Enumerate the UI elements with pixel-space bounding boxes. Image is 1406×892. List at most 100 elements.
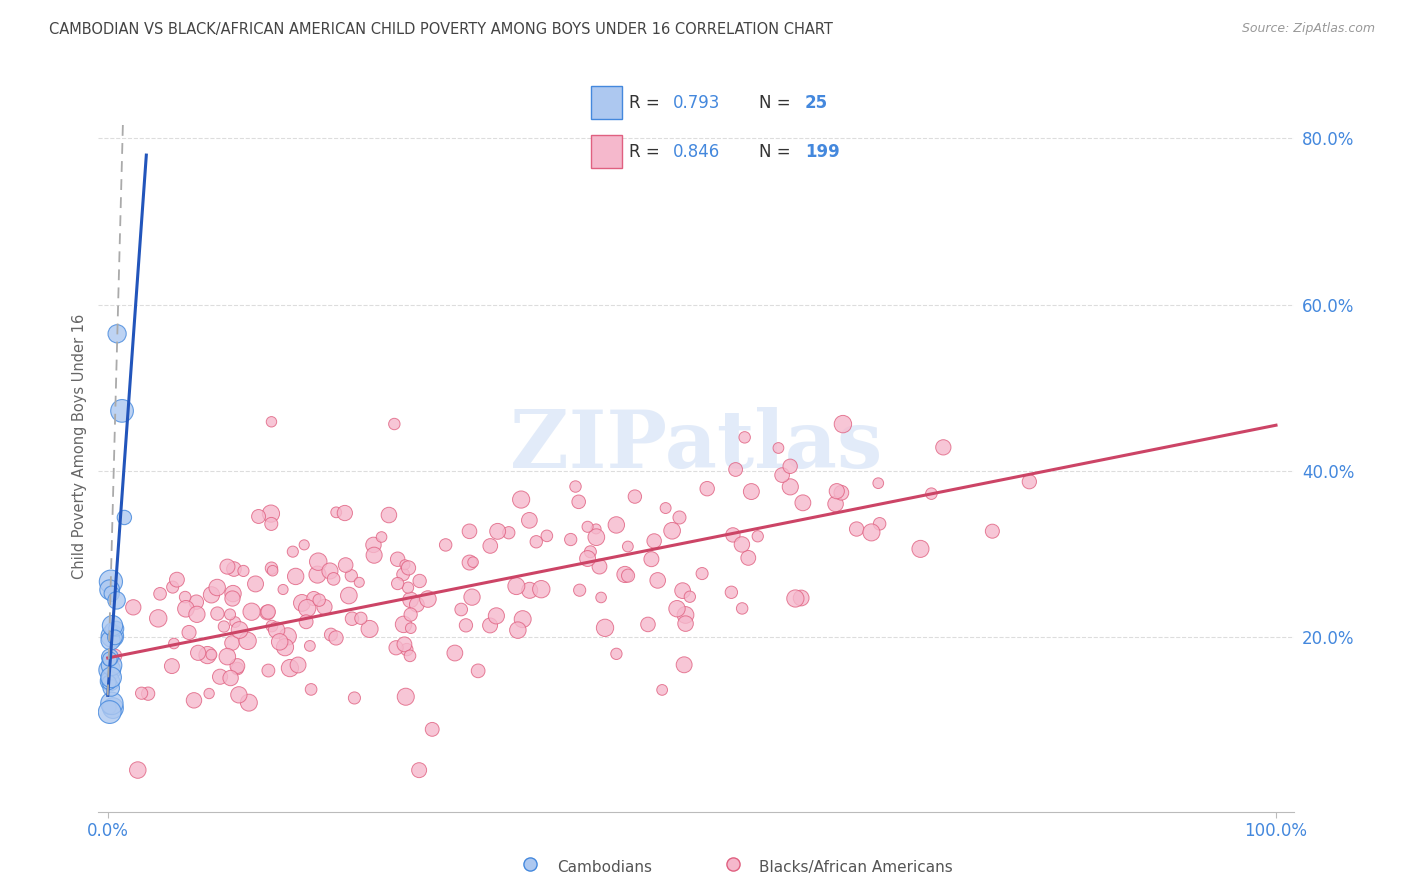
Point [416,592,439,607]
Point [325,631,347,645]
Point [98,652,121,666]
Point [387,552,409,566]
Point [661,524,683,538]
Point [98,675,121,690]
Point [454,618,477,632]
Text: 0.793: 0.793 [673,94,720,112]
Point [394,558,416,572]
Point [560,533,582,547]
Point [257,664,280,678]
Point [212,619,235,633]
Point [228,623,250,637]
Point [640,552,662,566]
Point [186,607,208,622]
Point [370,530,392,544]
Point [845,522,868,536]
Point [149,587,172,601]
Point [624,490,647,504]
FancyBboxPatch shape [591,135,621,168]
Point [779,480,801,494]
Point [392,617,415,632]
Point [266,623,288,637]
Point [666,601,689,615]
Point [868,476,890,491]
Point [617,568,640,582]
Point [668,510,690,524]
Point [792,496,814,510]
Text: 0.846: 0.846 [673,143,720,161]
Point [226,659,249,673]
Point [100,658,122,673]
Point [405,598,427,612]
Point [278,661,301,675]
Point [486,524,509,539]
Point [98,650,121,665]
Point [343,690,366,705]
Point [177,625,200,640]
Point [337,589,360,603]
Point [98,663,121,677]
Point [768,441,790,455]
Point [731,537,754,551]
Point [104,648,127,663]
Point [1018,475,1040,489]
Point [506,623,529,637]
Text: N =: N = [759,143,796,161]
Point [591,591,613,605]
Point [593,621,616,635]
Point [307,567,329,582]
Point [740,484,762,499]
Point [450,602,472,616]
Point [479,539,502,553]
Point [302,591,325,606]
Point [101,697,124,711]
Point [747,529,769,543]
Point [245,577,267,591]
Point [200,648,222,662]
Point [363,538,385,552]
Point [100,633,122,648]
Point [605,518,627,533]
Point [651,682,673,697]
Point [257,605,280,619]
Point [690,566,713,581]
Point [394,637,416,651]
Point [576,551,599,566]
Point [647,574,669,588]
Point [335,558,357,572]
Point [98,674,121,689]
Point [198,686,221,700]
Point [186,595,208,609]
Text: CAMBODIAN VS BLACK/AFRICAN AMERICAN CHILD POVERTY AMONG BOYS UNDER 16 CORRELATIO: CAMBODIAN VS BLACK/AFRICAN AMERICAN CHIL… [49,22,834,37]
Point [785,591,807,606]
Point [479,618,502,632]
Point [238,696,260,710]
Point [392,567,415,582]
Point [247,509,270,524]
Point [100,623,122,637]
Point [585,530,607,544]
Point [340,612,363,626]
Point [498,525,520,540]
Point [98,582,121,597]
Point [378,508,401,522]
Point [721,528,744,542]
Point [325,505,347,519]
Point [295,615,318,629]
Point [314,599,336,614]
Point [228,688,250,702]
Point [832,417,855,431]
Point [395,642,418,657]
Point [824,497,846,511]
Point [292,538,315,552]
Point [219,671,242,685]
Point [122,600,145,615]
Point [932,441,955,455]
Point [399,607,422,622]
Point [444,646,467,660]
Point [174,601,197,615]
Point [920,486,942,500]
Point [398,561,420,575]
Point [217,559,239,574]
Point [519,513,541,527]
